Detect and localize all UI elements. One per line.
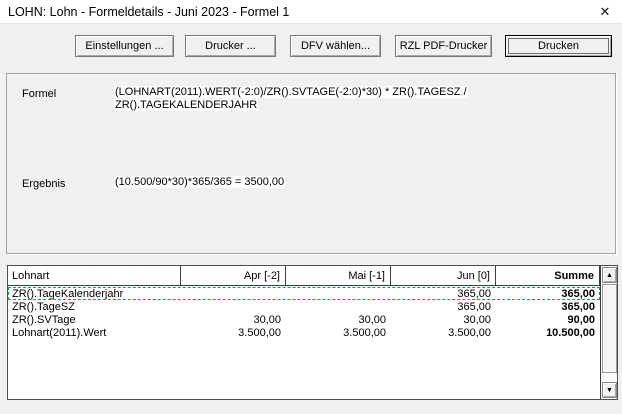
formel-value-line1: (LOHNART(2011).WERT(-2:0)/ZR().SVTAGE(-2… bbox=[114, 86, 468, 98]
scroll-up-icon[interactable]: ▲ bbox=[602, 267, 617, 283]
close-icon[interactable]: ✕ bbox=[599, 4, 611, 19]
scroll-down-icon[interactable]: ▼ bbox=[602, 382, 617, 398]
drucken-button[interactable]: Drucken bbox=[505, 35, 612, 57]
rzl-pdf-drucker-button[interactable]: RZL PDF-Drucker bbox=[395, 35, 492, 57]
formel-value: (LOHNART(2011).WERT(-2:0)/ZR().SVTAGE(-2… bbox=[114, 86, 468, 112]
drucker-button[interactable]: Drucker ... bbox=[185, 35, 276, 57]
table-row[interactable]: ZR().SVTage 30,00 30,00 30,00 90,00 bbox=[12, 313, 595, 326]
ergebnis-label: Ergebnis bbox=[22, 178, 66, 190]
column-header-apr[interactable]: Apr [-2] bbox=[181, 266, 286, 285]
column-header-mai[interactable]: Mai [-1] bbox=[286, 266, 391, 285]
dfv-waehlen-button[interactable]: DFV wählen... bbox=[290, 35, 381, 57]
column-header-summe[interactable]: Summe bbox=[496, 266, 600, 285]
titlebar: LOHN: Lohn - Formeldetails - Juni 2023 -… bbox=[0, 0, 622, 24]
formula-panel: Formel (LOHNART(2011).WERT(-2:0)/ZR().SV… bbox=[6, 73, 616, 254]
lohnart-table: Lohnart Apr [-2] Mai [-1] Jun [0] Summe … bbox=[7, 265, 618, 400]
table-row[interactable]: ZR().TageKalenderjahr 365,00 365,00 bbox=[8, 287, 600, 300]
formel-value-line2: ZR().TAGEKALENDERJAHR bbox=[114, 99, 259, 111]
formel-label: Formel bbox=[22, 88, 57, 100]
table-row[interactable]: ZR().TageSZ 365,00 365,00 bbox=[12, 300, 595, 313]
einstellungen-button[interactable]: Einstellungen ... bbox=[75, 35, 174, 57]
scrollbar-thumb[interactable] bbox=[602, 284, 617, 373]
table-body: ZR().TageKalenderjahr 365,00 365,00 ZR()… bbox=[8, 287, 600, 339]
table-row[interactable]: Lohnart(2011).Wert 3.500,00 3.500,00 3.5… bbox=[12, 326, 595, 339]
ergebnis-value: (10.500/90*30)*365/365 = 3500,00 bbox=[114, 176, 286, 188]
vertical-scrollbar[interactable]: ▲ ▼ bbox=[600, 266, 617, 399]
window-title: LOHN: Lohn - Formeldetails - Juni 2023 -… bbox=[8, 5, 290, 19]
column-header-lohnart[interactable]: Lohnart bbox=[8, 266, 181, 285]
table-header-row: Lohnart Apr [-2] Mai [-1] Jun [0] Summe bbox=[8, 266, 600, 286]
column-header-jun[interactable]: Jun [0] bbox=[391, 266, 496, 285]
